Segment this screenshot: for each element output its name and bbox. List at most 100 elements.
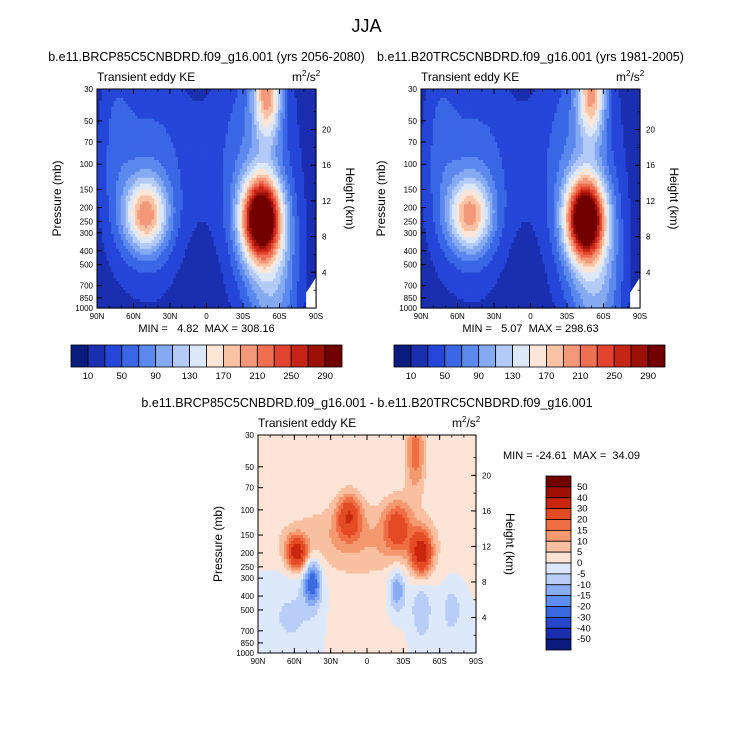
contour-cell [282, 103, 286, 108]
contour-cell [263, 94, 267, 99]
contour-cell [273, 109, 277, 114]
contour-cell [292, 118, 296, 123]
contour-cell [292, 115, 296, 120]
contour-cell [294, 106, 298, 111]
contour-cell [166, 94, 170, 99]
contour-cell [151, 89, 155, 93]
contour-cell [139, 103, 143, 108]
contour-cell [251, 121, 255, 126]
contour-cell [113, 118, 117, 123]
contour-cell [227, 100, 231, 105]
contour-cell [216, 91, 219, 96]
contour-cell [113, 94, 117, 99]
contour-cell [235, 91, 239, 96]
contour-cell [149, 91, 153, 96]
contour-cell [99, 109, 103, 114]
contour-cell [189, 103, 193, 108]
contour-cell [211, 100, 215, 105]
contour-cell [237, 112, 241, 117]
contour-cell [218, 103, 222, 108]
contour-cell [268, 121, 272, 126]
contour-cell [230, 109, 234, 114]
contour-cell [127, 100, 131, 105]
contour-cell [161, 121, 165, 126]
contour-cell [308, 121, 312, 126]
contour-cell [132, 121, 136, 126]
contour-cell [130, 115, 134, 120]
contour-cell [118, 91, 122, 96]
contour-cell [146, 89, 150, 93]
contour-cell [104, 94, 108, 99]
contour-cell [304, 94, 308, 99]
contour-cell [258, 91, 262, 96]
contour-cell [130, 89, 134, 93]
contour-cell [204, 118, 208, 123]
contour-cell [142, 94, 146, 99]
contour-cell [285, 112, 289, 117]
contour-cell [97, 106, 100, 111]
contour-cell [185, 115, 189, 120]
contour-cell [223, 103, 227, 108]
contour-cell [254, 103, 258, 108]
contour-cell [154, 91, 158, 96]
contour-cell [149, 109, 153, 114]
contour-cell [216, 121, 219, 126]
contour-cell [230, 94, 234, 99]
contour-cell [258, 100, 262, 105]
contour-cell [192, 121, 196, 126]
contour-cell [97, 115, 100, 120]
contour-cell [163, 121, 167, 126]
contour-cell [144, 112, 148, 117]
contour-cell [266, 94, 269, 99]
contour-cell [251, 100, 255, 105]
contour-cell [301, 121, 305, 126]
contour-cell [296, 115, 300, 120]
contour-cell [218, 100, 222, 105]
contour-cell [173, 89, 177, 93]
contour-cell [135, 100, 139, 105]
contour-cell [225, 89, 229, 93]
contour-cell [208, 112, 212, 117]
contour-cell [273, 121, 277, 126]
contour-cell [125, 103, 129, 108]
contour-cell [218, 118, 222, 123]
contour-cell [244, 121, 248, 126]
contour-cell [251, 112, 255, 117]
contour-cell [97, 112, 100, 117]
contour-cell [270, 103, 274, 108]
contour-cell [266, 118, 269, 123]
contour-cell [223, 115, 227, 120]
contour-cell [294, 100, 298, 105]
contour-cell [213, 103, 217, 108]
contour-cell [270, 109, 274, 114]
contour-cell [192, 91, 196, 96]
contour-cell [306, 89, 310, 93]
contour-cell [149, 103, 153, 108]
contour-cell [270, 94, 274, 99]
contour-cell [137, 100, 141, 105]
contour-cell [127, 103, 131, 108]
contour-cell [206, 118, 210, 123]
contour-cell [277, 100, 281, 105]
contour-cell [168, 115, 172, 120]
contour-cell [261, 91, 265, 96]
contour-cell [251, 97, 255, 102]
contour-cell [254, 97, 258, 102]
contour-cell [144, 91, 148, 96]
contour-cell [135, 118, 139, 123]
contour-cell [287, 91, 291, 96]
contour-cell [235, 94, 239, 99]
contour-cell [242, 97, 246, 102]
contour-fill [97, 89, 317, 309]
contour-cell [304, 121, 308, 126]
contour-cell [285, 121, 289, 126]
contour-cell [239, 112, 243, 117]
contour-cell [142, 112, 146, 117]
contour-cell [270, 115, 274, 120]
contour-cell [146, 103, 150, 108]
contour-cell [137, 97, 141, 102]
contour-cell [258, 118, 262, 123]
contour-cell [120, 94, 124, 99]
contour-cell [168, 112, 172, 117]
contour-cell [285, 89, 289, 93]
